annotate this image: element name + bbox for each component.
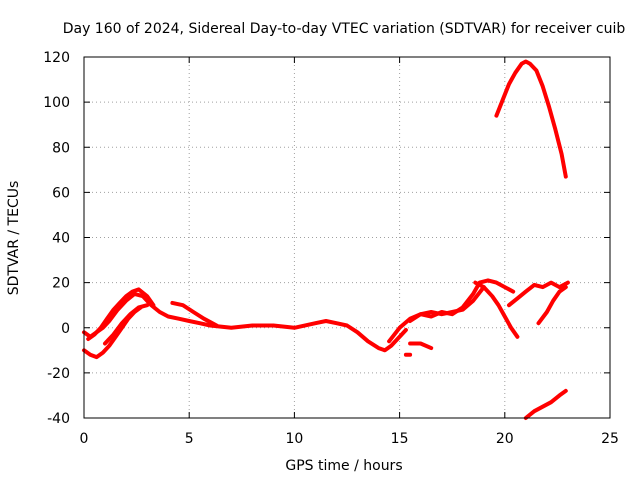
data-series bbox=[82, 59, 570, 420]
y-tick-label: 20 bbox=[52, 276, 70, 292]
x-tick-label: 20 bbox=[496, 431, 514, 447]
series-track-1 bbox=[82, 291, 408, 353]
y-tick-label: 100 bbox=[43, 95, 70, 111]
series-track-11 bbox=[536, 285, 568, 326]
y-tick-label: 40 bbox=[52, 231, 70, 247]
chart-title: Day 160 of 2024, Sidereal Day-to-day VTE… bbox=[63, 21, 626, 37]
y-tick-label: -40 bbox=[47, 411, 70, 427]
plot-frame bbox=[83, 56, 611, 419]
grid bbox=[84, 57, 610, 418]
x-tick-label: 15 bbox=[391, 431, 409, 447]
y-tick-label: -20 bbox=[47, 366, 70, 382]
series-track-7 bbox=[408, 285, 486, 323]
x-axis-label: GPS time / hours bbox=[285, 458, 402, 474]
x-tick-label: 5 bbox=[185, 431, 194, 447]
y-tick-label: 120 bbox=[43, 50, 70, 66]
x-tick-label: 0 bbox=[80, 431, 89, 447]
x-tick-label: 10 bbox=[285, 431, 303, 447]
series-track-3 bbox=[86, 287, 156, 341]
y-tick-label: 0 bbox=[61, 321, 70, 337]
y-axis-label: SDTVAR / TECUs bbox=[6, 181, 22, 296]
y-tick-label: 60 bbox=[52, 185, 70, 201]
series-track-4 bbox=[103, 303, 150, 346]
series-track-8 bbox=[473, 280, 520, 339]
series-track-5 bbox=[170, 300, 219, 328]
series-track-9 bbox=[408, 341, 434, 351]
series-track-12 bbox=[494, 59, 568, 179]
series-track-10 bbox=[507, 280, 570, 308]
series-track-13 bbox=[523, 388, 568, 420]
y-tick-label: 80 bbox=[52, 140, 70, 156]
axis-ticks: 0 5 10 15 20 25 -40 -20 0 20 40 60 80 100 120 bbox=[43, 50, 619, 447]
x-tick-label: 25 bbox=[601, 431, 619, 447]
